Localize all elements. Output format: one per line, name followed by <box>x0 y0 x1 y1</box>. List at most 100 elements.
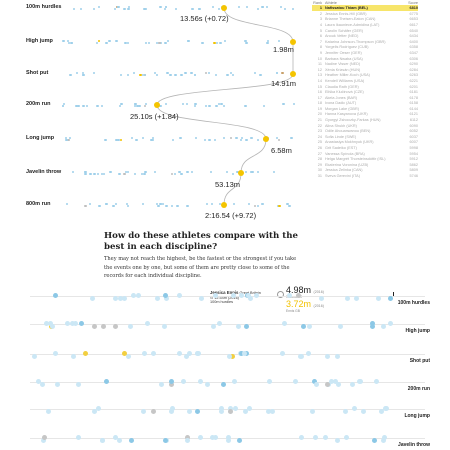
leaderboard-row[interactable]: 13 Heather Miller-Koch (USA) 6263 <box>312 73 418 79</box>
comparison-dot[interactable] <box>163 293 168 298</box>
comparison-dot[interactable] <box>335 354 340 359</box>
comparison-dot[interactable] <box>306 351 311 356</box>
comparison-dot[interactable] <box>242 351 247 356</box>
comparison-dot[interactable] <box>358 379 363 384</box>
comparison-dot[interactable] <box>141 409 146 414</box>
comparison-dot[interactable] <box>325 382 330 387</box>
comparison-dot[interactable] <box>248 296 253 301</box>
comparison-dot[interactable] <box>195 409 200 414</box>
comparison-dot[interactable] <box>231 293 236 298</box>
comparison-dot[interactable] <box>335 438 340 443</box>
comparison-dot[interactable] <box>53 351 58 356</box>
leaderboard-row[interactable]: 4 Laura Ikauniece-Admidina (LAT) 6617 <box>312 22 418 28</box>
comparison-dot[interactable] <box>344 435 349 440</box>
comparison-dot[interactable] <box>313 435 318 440</box>
comparison-dot[interactable] <box>196 351 201 356</box>
comparison-dot[interactable] <box>307 324 312 329</box>
comparison-dot[interactable] <box>142 351 147 356</box>
comparison-dot[interactable] <box>388 296 393 301</box>
comparison-dot[interactable] <box>122 296 127 301</box>
comparison-dot[interactable] <box>162 324 167 329</box>
comparison-dot[interactable] <box>113 324 118 329</box>
comparison-dot[interactable] <box>370 324 375 329</box>
comparison-dot[interactable] <box>199 296 204 301</box>
leaderboard-row[interactable]: 30 Jessica Zelinka (CAN) 5809 <box>312 168 418 174</box>
comparison-dot[interactable] <box>155 296 160 301</box>
leaderboard-row[interactable]: 28 Helga Margrét Thorsteinsdóttir (ISL) 59… <box>312 156 418 162</box>
highlighted-athlete-dot[interactable] <box>263 136 269 142</box>
comparison-dot[interactable] <box>301 324 306 329</box>
comparison-dot[interactable] <box>198 379 203 384</box>
comparison-dot[interactable] <box>205 382 210 387</box>
comparison-dot[interactable] <box>65 321 70 326</box>
comparison-dot[interactable] <box>151 351 156 356</box>
leaderboard-row[interactable]: 17 Akela Jones (BAR) 6178 <box>312 95 418 101</box>
comparison-dot[interactable] <box>46 409 51 414</box>
comparison-dot[interactable] <box>226 438 231 443</box>
comparison-dot[interactable] <box>338 324 343 329</box>
comparison-dot[interactable] <box>151 409 156 414</box>
comparison-dot[interactable] <box>282 321 287 326</box>
leaderboard-row[interactable]: 5 Carolin Schäfer (GER) 6540 <box>312 28 418 34</box>
leaderboard-row[interactable]: 12 Xénia Krizsán (HUN) 6284 <box>312 67 418 73</box>
comparison-dot[interactable] <box>287 293 292 298</box>
comparison-dot[interactable] <box>381 438 386 443</box>
comparison-dot[interactable] <box>129 438 134 443</box>
comparison-dot[interactable] <box>117 438 122 443</box>
leaderboard-row[interactable]: 23 Odile Ahouanwanou (BEN) 6052 <box>312 128 418 134</box>
comparison-dot[interactable] <box>83 351 88 356</box>
comparison-dot[interactable] <box>217 321 222 326</box>
leaderboard-row[interactable]: 29 Ekaterina Voronina (UZB) 5862 <box>312 162 418 168</box>
comparison-dot[interactable] <box>101 324 106 329</box>
comparison-dot[interactable] <box>79 321 84 326</box>
leaderboard-row[interactable]: 15 Claudia Rath (GER) 6201 <box>312 84 418 90</box>
comparison-dot[interactable] <box>42 435 47 440</box>
comparison-dot[interactable] <box>90 296 95 301</box>
comparison-dot[interactable] <box>48 321 53 326</box>
comparison-dot[interactable] <box>76 435 81 440</box>
comparison-dot[interactable] <box>345 296 350 301</box>
comparison-dot[interactable] <box>53 293 58 298</box>
comparison-dot[interactable] <box>228 409 233 414</box>
comparison-dot[interactable] <box>169 409 174 414</box>
comparison-dot[interactable] <box>185 438 190 443</box>
comparison-dot[interactable] <box>219 406 224 411</box>
highlighted-athlete-dot[interactable] <box>290 71 296 77</box>
comparison-dot[interactable] <box>361 409 366 414</box>
comparison-dot[interactable] <box>280 351 285 356</box>
comparison-dot[interactable] <box>32 354 37 359</box>
comparison-dot[interactable] <box>122 351 127 356</box>
comparison-dot[interactable] <box>40 382 45 387</box>
comparison-dot[interactable] <box>76 382 81 387</box>
leaderboard-row[interactable]: 18 Ivona Dadic (AUT) 6158 <box>312 101 418 107</box>
leaderboard-row[interactable]: 3 Brianne Theisen-Eaton (CAN) 6653 <box>312 17 418 23</box>
comparison-dot[interactable] <box>96 406 101 411</box>
leaderboard-row[interactable]: 21 Gyorgyi Zsivoczky-Farkas (HUN) 6112 <box>312 117 418 123</box>
highlighted-athlete-dot[interactable] <box>154 102 160 108</box>
leaderboard-row[interactable]: 9 Jennifer Oeser (GER) 6347 <box>312 50 418 56</box>
comparison-dot[interactable] <box>336 382 341 387</box>
comparison-dot[interactable] <box>187 409 192 414</box>
comparison-dot[interactable] <box>310 409 315 414</box>
leaderboard-row[interactable]: 6 Anouk Vetter (NED) 6434 <box>312 33 418 39</box>
comparison-dot[interactable] <box>350 382 355 387</box>
comparison-dot[interactable] <box>128 324 133 329</box>
comparison-dot[interactable] <box>100 438 105 443</box>
comparison-dot[interactable] <box>354 296 359 301</box>
comparison-dot[interactable] <box>181 379 186 384</box>
leaderboard-row[interactable]: 2 Jessica Ennis-Hill (GBR) 6775 <box>312 11 418 17</box>
comparison-dot[interactable] <box>379 409 384 414</box>
leaderboard-row[interactable]: 10 Barbara Nwaba (USA) 6306 <box>312 56 418 62</box>
comparison-dot[interactable] <box>352 406 357 411</box>
comparison-dot[interactable] <box>293 379 298 384</box>
leaderboard-row[interactable]: 25 Anastasiya Mokhnyuk (UKR) 6007 <box>312 140 418 146</box>
comparison-dot[interactable] <box>55 382 60 387</box>
comparison-dot[interactable] <box>131 293 136 298</box>
leaderboard-row[interactable]: 14 Kendell Williams (USA) 6221 <box>312 78 418 84</box>
comparison-dot[interactable] <box>267 379 272 384</box>
leaderboard-row[interactable]: 27 Vanessa Spínola (BRA) 5954 <box>312 151 418 157</box>
comparison-dot[interactable] <box>299 435 304 440</box>
highlighted-athlete-dot[interactable] <box>221 5 227 11</box>
leaderboard-row[interactable]: 11 Nadine Visser (NED) 6290 <box>312 61 418 67</box>
comparison-dot[interactable] <box>243 409 248 414</box>
